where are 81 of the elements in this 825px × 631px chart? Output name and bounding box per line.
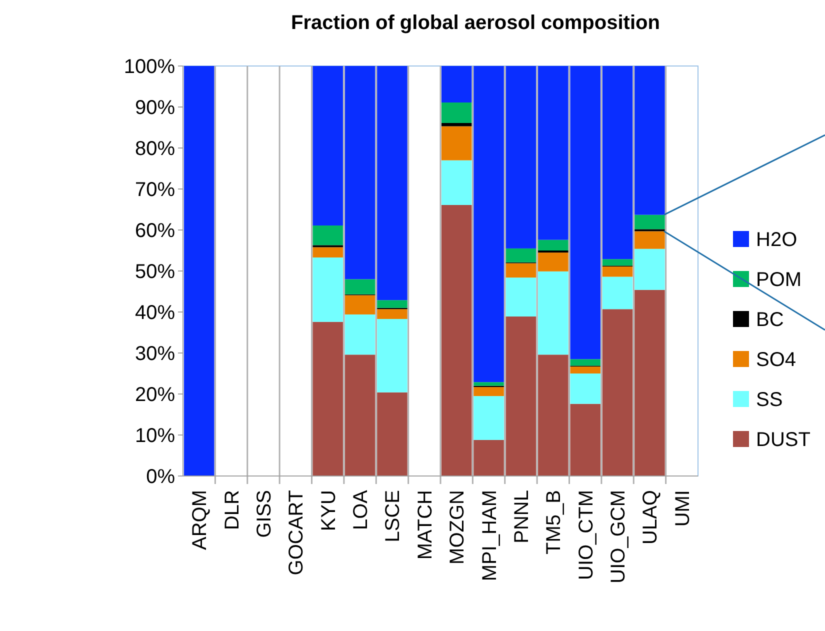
x-tick-label: UIO_GCM	[608, 490, 630, 584]
y-tick-label: 0%	[146, 466, 176, 488]
bar	[602, 276, 633, 310]
bar	[602, 259, 633, 266]
x-tick-label: MPI_HAM	[478, 490, 501, 582]
x-tick-label: MOZGN	[446, 490, 469, 564]
x-tick-label: DLR	[221, 490, 244, 530]
bar	[312, 257, 343, 322]
x-tick-label: UMI	[672, 490, 694, 527]
bar	[441, 122, 472, 126]
x-tick-label: GISS	[253, 490, 276, 538]
bar	[538, 252, 568, 272]
y-tick-label: 100%	[124, 56, 176, 78]
bar	[377, 392, 408, 476]
bar	[474, 396, 504, 440]
bar	[441, 204, 472, 476]
bar	[377, 66, 408, 300]
bar	[634, 214, 665, 230]
bar	[538, 240, 568, 250]
bar	[377, 300, 408, 308]
bar	[441, 102, 472, 123]
x-tick-label: ULAQ	[640, 490, 662, 544]
bar	[506, 278, 536, 317]
bar	[634, 290, 665, 476]
legend-label: DUST	[756, 429, 810, 451]
y-tick-label: 60%	[134, 220, 176, 242]
bar	[634, 66, 665, 215]
bar	[634, 248, 665, 290]
y-tick-label: 40%	[134, 302, 176, 324]
bar	[506, 248, 536, 262]
bar	[474, 387, 504, 396]
legend-label: BC	[756, 309, 784, 331]
bar	[538, 271, 568, 355]
x-tick-label: UIO_CTM	[575, 490, 598, 580]
bar	[377, 318, 408, 392]
bar	[506, 66, 536, 248]
bar	[506, 263, 536, 278]
bar	[570, 359, 600, 366]
legend-label: H2O	[756, 229, 798, 251]
bar	[344, 295, 376, 314]
bar	[474, 382, 504, 386]
chart-title: Fraction of global aerosol composition	[291, 12, 660, 34]
legend-label: SO4	[756, 349, 796, 371]
y-tick-label: 30%	[134, 343, 176, 365]
bar	[441, 66, 472, 102]
bar	[602, 266, 633, 277]
bar	[474, 440, 504, 476]
bar	[312, 225, 343, 246]
x-tick-label: LOA	[350, 489, 372, 530]
bar	[474, 66, 504, 382]
bar	[312, 247, 343, 258]
y-tick-label: 90%	[134, 97, 176, 119]
x-tick-label: MATCH	[414, 490, 436, 560]
x-tick-label: TM5_B	[543, 490, 566, 554]
x-tick-label: KYU	[318, 490, 340, 532]
bar	[602, 66, 633, 260]
x-tick-label: GOCART	[286, 490, 308, 576]
legend-label: POM	[756, 269, 802, 291]
x-tick-label: PNNL	[510, 490, 533, 544]
bar	[312, 66, 343, 226]
bar	[441, 160, 472, 205]
bar	[344, 279, 376, 294]
bar	[377, 309, 408, 319]
x-tick-label: LSCE	[382, 490, 404, 542]
bar	[602, 309, 633, 476]
y-tick-label: 70%	[134, 179, 176, 201]
bar	[634, 231, 665, 249]
bar	[570, 374, 600, 404]
bar	[570, 366, 600, 374]
y-tick-label: 50%	[134, 261, 176, 283]
bar	[506, 316, 536, 476]
x-tick-label: ARQM	[189, 490, 212, 550]
bar	[441, 126, 472, 160]
y-tick-label: 10%	[134, 425, 176, 447]
bar	[344, 66, 376, 280]
bar	[344, 354, 376, 476]
y-tick-label: 20%	[134, 384, 176, 406]
bar	[344, 314, 376, 355]
legend-label: SS	[756, 389, 783, 411]
y-tick-label: 80%	[134, 138, 176, 160]
bar	[312, 322, 343, 476]
